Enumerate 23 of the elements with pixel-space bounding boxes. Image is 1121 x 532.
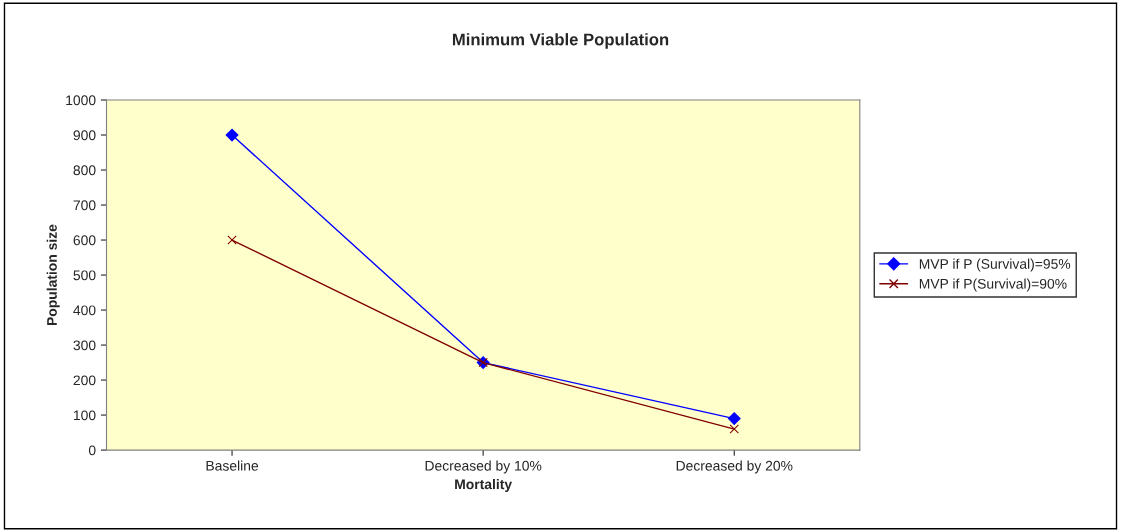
y-tick-label: 700: [73, 200, 96, 211]
point: [727, 412, 741, 425]
y-tick-label: 200: [73, 375, 96, 386]
y-tick-label: 900: [73, 130, 96, 141]
y-axis-title: Population size: [46, 224, 60, 326]
point: [225, 128, 239, 142]
x-axis-title: Mortality: [455, 478, 513, 492]
y-tick-label: 300: [73, 340, 96, 351]
y-tick-label: 400: [73, 305, 96, 316]
y-tick-label: 1000: [66, 95, 96, 106]
y-tick-label: 600: [73, 235, 96, 246]
x-tick-label: Baseline: [206, 460, 259, 471]
point: [227, 235, 237, 245]
y-tick-label: 100: [73, 410, 96, 421]
legend-label: MVP if P(Survival)=90%: [919, 278, 1067, 292]
legend-label: MVP if P (Survival)=95%: [919, 258, 1071, 272]
y-tick-label: 0: [88, 445, 96, 456]
y-tick-label: 800: [73, 165, 96, 176]
chart-title: Minimum Viable Population: [452, 33, 669, 49]
x-tick-label: Decreased by 20%: [676, 460, 793, 474]
y-tick-label: 500: [73, 270, 96, 281]
point: [729, 424, 739, 434]
x-tick-label: Decreased by 10%: [425, 460, 542, 474]
